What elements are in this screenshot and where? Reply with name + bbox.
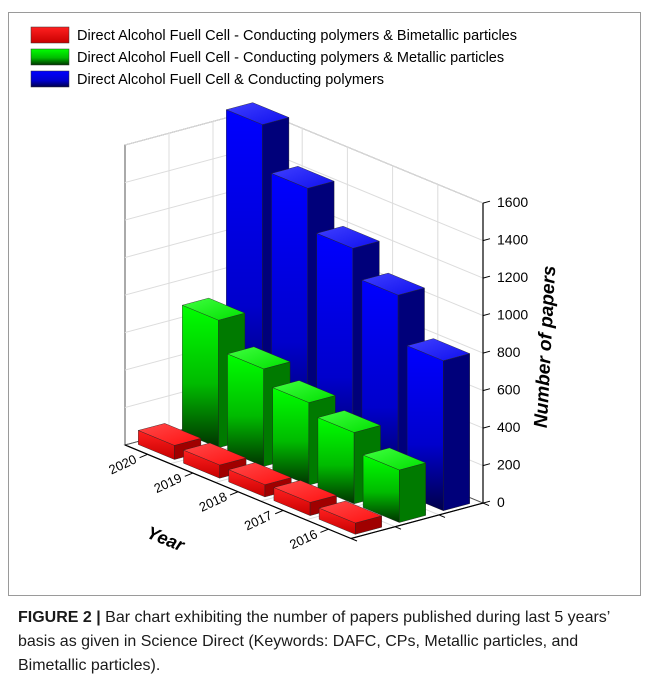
year-tick-label: 2019 [152,470,185,496]
bar-cff0000-2019 [182,442,247,479]
legend-swatch [30,48,70,66]
year-tick [275,509,284,515]
z-tick-label: 1400 [497,232,528,248]
z-tick [482,463,491,467]
bar-top-face [225,102,290,125]
series-axis-tick [438,514,446,518]
z-tick [482,275,491,279]
legend-label: Direct Alcohol Fuell Cell & Conducting p… [77,72,384,88]
z-tick-label: 1600 [497,194,528,210]
bar-chart-3d: 0 200 400 600 800 1000 1200 1400 1600 Number of p… [30,26,560,556]
bar-top-face [361,272,426,296]
z-tick-label: 1200 [497,269,528,285]
series-axis-line [350,502,484,540]
bar-cff0000-2017 [273,480,338,516]
backwall-gridline [256,146,484,242]
legend-swatch [30,26,70,44]
legend-label: Direct Alcohol Fuell Cell - Conducting p… [77,28,517,44]
z-tick [482,200,491,204]
bar-cff0000-2016 [318,500,383,535]
figure-panel: 0 200 400 600 800 1000 1200 1400 1600 Number of p… [8,12,641,596]
z-tick-label: 1000 [497,307,528,323]
bar-top-face [273,480,338,503]
caption-label: FIGURE 2 | [18,609,101,626]
bar-top-face [181,297,246,321]
bar-front-face [272,387,310,486]
bar-top-face [226,346,291,370]
year-tick [320,528,329,533]
bar-top-face [228,462,292,485]
bar-top-face [272,380,336,403]
z-tick [482,425,491,429]
year-axis-title: Year [144,522,188,555]
z-tick-label: 200 [497,457,521,473]
backwall-gridline [256,109,484,204]
z-tick-label: 0 [497,494,505,510]
bar-side-face [443,353,470,511]
bar-top-face [270,166,335,189]
bar-c00ee00-2016 [362,447,427,523]
bar-top-face [317,410,382,433]
year-tick-label: 2016 [287,526,320,552]
series-axis-tick [482,502,490,507]
bar-top-face [406,338,471,361]
bar-top-face [182,442,247,466]
year-tick-label: 2017 [242,508,275,534]
z-tick-label: 600 [497,382,521,398]
bar-top-face [318,500,383,524]
legend-swatch [30,70,70,88]
series-axis-tick [394,526,402,530]
year-tick [229,491,239,496]
bar-side-face [399,462,426,523]
bar-cff0000-2018 [228,462,292,498]
z-tick [482,500,491,504]
z-tick [482,388,491,392]
legend-label: Direct Alcohol Fuell Cell - Conducting p… [77,50,504,66]
z-tick [482,350,491,354]
year-tick-label: 2020 [106,451,139,477]
bar-front-face [182,304,219,448]
caption-text: Bar chart exhibiting the number of paper… [18,609,610,674]
z-axis-title: Number of papers [531,265,560,428]
year-tick [184,472,193,477]
bar-top-face [316,225,380,249]
z-tick-label: 800 [497,344,521,360]
figure-caption: FIGURE 2 | Bar chart exhibiting the numb… [18,606,638,678]
z-tick-label: 400 [497,419,521,435]
year-tick-label: 2018 [197,489,230,515]
bar-top-face [362,447,427,471]
z-tick [482,238,491,242]
bar-top-face [137,423,202,446]
bar-front-face [227,353,264,467]
z-tick [482,313,491,317]
year-tick [139,453,148,459]
series-axis-tick [350,538,358,542]
